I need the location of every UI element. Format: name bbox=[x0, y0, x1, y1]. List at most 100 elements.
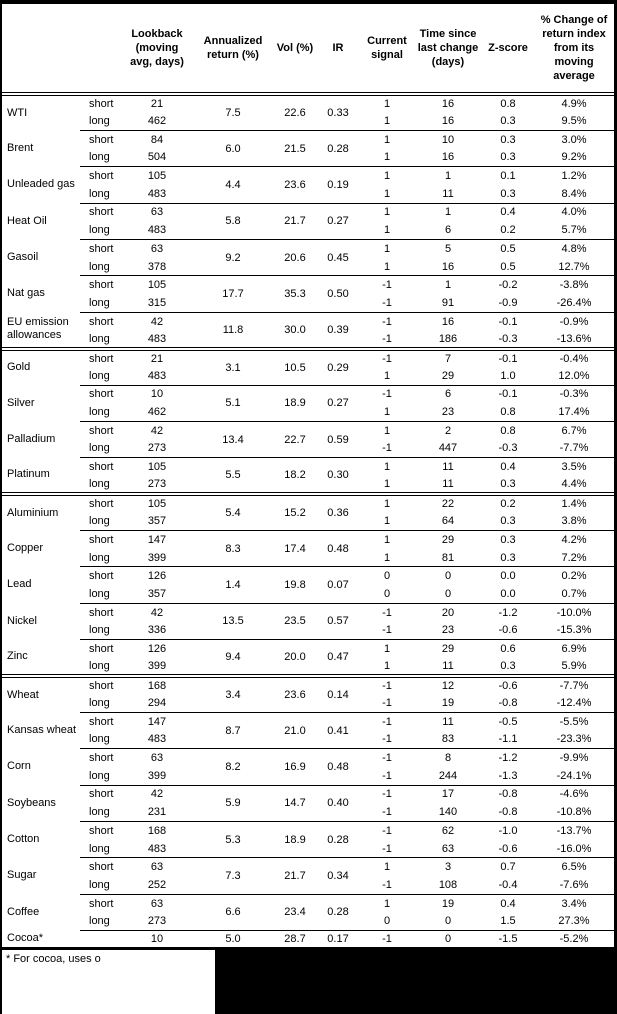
current-signal-cell: 1 bbox=[383, 478, 391, 491]
z-score-cell: 0.3 bbox=[500, 659, 516, 672]
term-cell: short bbox=[80, 602, 122, 622]
term-cell: long bbox=[89, 878, 110, 891]
term-cell: long bbox=[89, 842, 110, 855]
time-since-cell: 1 bbox=[414, 202, 482, 222]
z-score-cell: 1.0 bbox=[500, 369, 516, 382]
term-cell: short bbox=[80, 529, 122, 549]
pct-change-cell: 17.4% bbox=[558, 406, 590, 419]
current-signal-cell: 1 bbox=[383, 659, 391, 672]
lookback-cell: 63 bbox=[122, 748, 192, 767]
pct-change-cell: 4.9% bbox=[534, 91, 614, 113]
term-cell: long bbox=[89, 260, 110, 273]
z-score-cell: 0.2 bbox=[500, 224, 516, 237]
pct-change-cell: -23.3% bbox=[556, 733, 592, 746]
z-score-cell: 0.3 bbox=[500, 478, 516, 491]
pct-change-cell: 5.7% bbox=[561, 224, 587, 237]
commodity-row: long 315 -1 91 -0.9 -26.4% bbox=[2, 294, 614, 312]
time-since-cell: 29 bbox=[414, 529, 482, 549]
current-signal-cell: 1 bbox=[360, 238, 414, 258]
lookback-cell: 63 bbox=[122, 202, 192, 222]
annualized-return-cell: 6.6 bbox=[192, 893, 274, 931]
lookback-cell: 126 bbox=[122, 566, 192, 586]
current-signal-cell: 1 bbox=[360, 529, 414, 549]
term-cell: short bbox=[80, 202, 122, 222]
ir-cell: 0.30 bbox=[316, 457, 360, 495]
pct-change-cell: -10.8% bbox=[556, 806, 592, 819]
time-since-cell: 6 bbox=[414, 384, 482, 404]
current-signal-cell: -1 bbox=[382, 697, 392, 710]
annualized-return-cell: 6.0 bbox=[192, 129, 274, 167]
lookback-cell: 357 bbox=[147, 515, 167, 528]
z-score-cell: -0.1 bbox=[482, 346, 534, 367]
col-header-annualized-return: Annualized return (%) bbox=[192, 4, 274, 95]
pct-change-cell: -15.3% bbox=[556, 624, 592, 637]
commodity-name-cell: Coffee bbox=[7, 905, 40, 918]
z-score-cell: 0.3 bbox=[482, 129, 534, 149]
ir-cell: 0.28 bbox=[316, 820, 360, 858]
z-score-cell: -1.1 bbox=[498, 733, 518, 746]
z-score-cell: 0.3 bbox=[482, 529, 534, 549]
z-score-cell: -0.1 bbox=[482, 384, 534, 404]
commodity-name-cell: Unleaded gas bbox=[7, 178, 75, 191]
z-score-cell: 0.8 bbox=[500, 406, 516, 419]
commodity-row: EU emission allowances short 42 11.8 30.0 0.3… bbox=[2, 311, 614, 349]
time-since-cell: 447 bbox=[438, 442, 458, 455]
current-signal-cell: -1 bbox=[382, 733, 392, 746]
z-score-cell: 0.3 bbox=[500, 551, 516, 564]
term-cell: long bbox=[89, 478, 110, 491]
ir-cell: 0.48 bbox=[316, 529, 360, 567]
pct-change-cell: -13.6% bbox=[556, 332, 592, 345]
pct-change-cell: 4.4% bbox=[561, 478, 587, 491]
term-cell: long bbox=[89, 406, 110, 419]
current-signal-cell: 0 bbox=[383, 915, 391, 928]
term-cell: short bbox=[80, 275, 122, 295]
pct-change-cell: 9.5% bbox=[561, 115, 587, 128]
current-signal-cell: -1 bbox=[382, 332, 392, 345]
term-cell: short bbox=[80, 748, 122, 767]
lookback-cell: 483 bbox=[147, 332, 167, 345]
z-score-cell: 1.5 bbox=[500, 915, 516, 928]
vol-cell: 30.0 bbox=[274, 311, 316, 349]
term-cell: short bbox=[80, 566, 122, 586]
lookback-cell: 504 bbox=[147, 151, 167, 164]
lookback-cell: 399 bbox=[147, 769, 167, 782]
lookback-cell: 42 bbox=[122, 784, 192, 804]
pct-change-cell: 27.3% bbox=[558, 915, 590, 928]
time-since-cell: 91 bbox=[441, 296, 455, 309]
term-cell: long bbox=[89, 587, 110, 600]
commodity-row: long 504 1 16 0.3 9.2% bbox=[2, 149, 614, 167]
lookback-cell: 168 bbox=[122, 673, 192, 695]
time-since-cell: 0 bbox=[444, 587, 452, 600]
annualized-return-cell: 5.8 bbox=[192, 202, 274, 240]
footer: * For cocoa, uses o bbox=[2, 950, 614, 1014]
pct-change-cell: -7.7% bbox=[534, 673, 614, 695]
lookback-cell: 273 bbox=[147, 915, 167, 928]
vol-cell: 18.9 bbox=[274, 820, 316, 858]
commodity-row: Brent short 84 6.0 21.5 0.28 1 10 0.3 3.0% bbox=[2, 129, 614, 167]
z-score-cell: 0.5 bbox=[482, 238, 534, 258]
pct-change-cell: -16.0% bbox=[556, 842, 592, 855]
current-signal-cell: -1 bbox=[382, 624, 392, 637]
z-score-cell: -0.4 bbox=[498, 878, 518, 891]
lookback-cell: 84 bbox=[122, 129, 192, 149]
current-signal-cell: 1 bbox=[383, 260, 391, 273]
commodity-row: long 483 -1 83 -1.1 -23.3% bbox=[2, 731, 614, 749]
annualized-return-cell: 3.4 bbox=[192, 673, 274, 713]
term-cell: short bbox=[80, 639, 122, 658]
commodity-name-cell: Gold bbox=[2, 346, 80, 385]
header-row: Lookback (moving avg, days) Annualized r… bbox=[2, 4, 614, 95]
commodity-row: Copper short 147 8.3 17.4 0.48 1 29 0.3 4.2% bbox=[2, 529, 614, 567]
commodity-name-cell: Aluminium bbox=[2, 492, 80, 531]
commodity-row: Zinc short 126 9.4 20.0 0.47 1 29 0.6 6.9% bbox=[2, 639, 614, 676]
current-signal-cell: 1 bbox=[360, 129, 414, 149]
pct-change-cell: 3.8% bbox=[561, 515, 587, 528]
annualized-return-cell: 8.3 bbox=[192, 529, 274, 567]
vol-cell: 20.0 bbox=[274, 639, 316, 676]
ir-cell: 0.28 bbox=[316, 893, 360, 931]
lookback-cell: 483 bbox=[147, 369, 167, 382]
annualized-return-cell: 5.1 bbox=[192, 384, 274, 422]
time-since-cell: 16 bbox=[441, 260, 455, 273]
commodity-row: Heat Oil short 63 5.8 21.7 0.27 1 1 0.4 4.0% bbox=[2, 202, 614, 240]
vol-cell: 21.5 bbox=[274, 129, 316, 167]
ir-cell: 0.27 bbox=[316, 202, 360, 240]
